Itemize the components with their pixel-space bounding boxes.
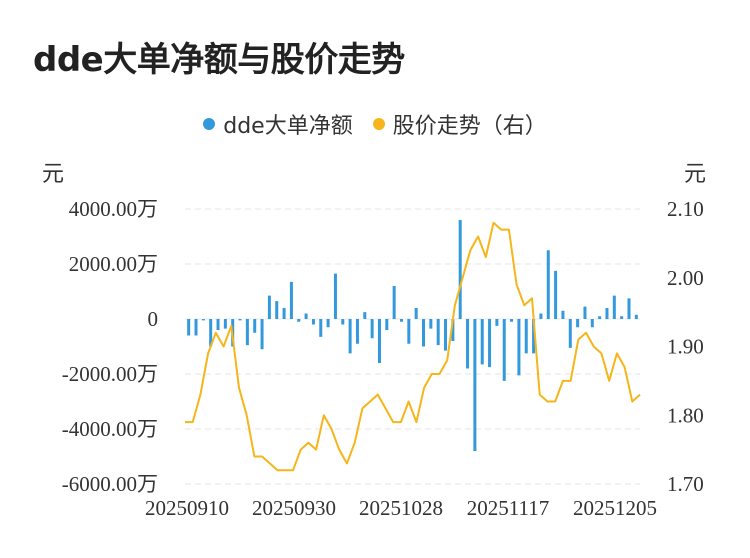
bar[interactable] <box>517 319 521 376</box>
bar[interactable] <box>245 319 249 346</box>
bar[interactable] <box>466 319 470 369</box>
right-axis-tick-label: 1.80 <box>667 403 704 427</box>
bar[interactable] <box>620 316 624 319</box>
bar[interactable] <box>319 319 323 337</box>
bar[interactable] <box>304 313 308 320</box>
bar[interactable] <box>605 308 609 319</box>
bar[interactable] <box>385 319 389 330</box>
bar[interactable] <box>216 319 220 330</box>
bar[interactable] <box>275 301 279 319</box>
bar[interactable] <box>201 319 205 321</box>
x-axis-tick-label: 20251117 <box>467 496 549 520</box>
bar[interactable] <box>568 319 572 348</box>
bar[interactable] <box>377 319 381 363</box>
bar[interactable] <box>495 319 499 326</box>
right-axis-tick-label: 1.90 <box>667 335 704 359</box>
bar[interactable] <box>590 319 594 328</box>
bar[interactable] <box>480 319 484 365</box>
bar[interactable] <box>363 312 367 319</box>
bar[interactable] <box>282 308 286 319</box>
bar[interactable] <box>253 319 257 333</box>
bar[interactable] <box>561 310 565 319</box>
bar[interactable] <box>546 250 550 319</box>
bar[interactable] <box>414 308 418 319</box>
bar-series <box>187 220 638 451</box>
bar[interactable] <box>451 319 455 341</box>
bar[interactable] <box>634 314 638 319</box>
x-axis-tick-label: 20251205 <box>573 496 657 520</box>
bar[interactable] <box>429 319 433 329</box>
legend-item-dde[interactable]: dde大单净额 <box>203 108 353 140</box>
price-line[interactable] <box>185 221 641 472</box>
legend: dde大单净额 股价走势（右） <box>0 108 750 140</box>
legend-label-dde: dde大单净额 <box>223 114 353 139</box>
bar[interactable] <box>348 319 352 354</box>
right-axis-tick-label: 2.00 <box>667 266 704 290</box>
bar[interactable] <box>399 319 403 322</box>
bar[interactable] <box>502 319 506 381</box>
bar[interactable] <box>392 286 396 319</box>
right-axis-unit: 元 <box>684 162 707 187</box>
bar[interactable] <box>510 319 514 322</box>
left-axis-tick-label: 4000.00万 <box>69 197 158 221</box>
bar[interactable] <box>524 319 528 354</box>
legend-label-price: 股价走势（右） <box>392 114 547 139</box>
bar[interactable] <box>297 319 301 322</box>
bar[interactable] <box>539 313 543 320</box>
bar[interactable] <box>267 295 271 319</box>
bar[interactable] <box>333 273 337 319</box>
bar[interactable] <box>473 319 477 451</box>
bar[interactable] <box>355 319 359 344</box>
right-axis-tick-label: 2.10 <box>667 197 704 221</box>
x-axis-tick-label: 20250930 <box>252 496 336 520</box>
legend-dot-price-icon <box>372 118 385 130</box>
bar[interactable] <box>370 319 374 339</box>
bar[interactable] <box>488 319 492 368</box>
line-series <box>185 221 641 472</box>
left-axis-unit: 元 <box>42 162 65 187</box>
bar[interactable] <box>326 319 330 328</box>
bar[interactable] <box>260 319 264 350</box>
bar[interactable] <box>436 319 440 346</box>
left-axis-tick-label: -2000.00万 <box>62 362 158 386</box>
bar[interactable] <box>458 220 462 319</box>
left-axis-tick-label: -4000.00万 <box>62 417 158 441</box>
bar[interactable] <box>532 319 536 354</box>
bar[interactable] <box>223 319 227 329</box>
bar[interactable] <box>598 316 602 319</box>
legend-item-price[interactable]: 股价走势（右） <box>372 108 547 140</box>
bar[interactable] <box>576 319 580 328</box>
bar[interactable] <box>583 306 587 319</box>
bar[interactable] <box>341 319 345 325</box>
left-axis-tick-label: 0 <box>148 307 159 331</box>
x-axis-tick-label: 20251028 <box>359 496 443 520</box>
bar[interactable] <box>187 319 191 336</box>
bar[interactable] <box>612 295 616 319</box>
chart-title: dde大单净额与股价走势 <box>33 40 405 80</box>
bar[interactable] <box>289 281 293 319</box>
left-axis-tick-label: -6000.00万 <box>62 472 158 496</box>
x-axis-tick-label: 20250910 <box>145 496 229 520</box>
bar[interactable] <box>311 319 315 325</box>
bar[interactable] <box>209 319 213 347</box>
legend-dot-dde-icon <box>203 118 216 130</box>
bar[interactable] <box>238 319 242 321</box>
bar[interactable] <box>627 298 631 319</box>
bar[interactable] <box>554 270 558 319</box>
bar[interactable] <box>194 319 198 336</box>
bar[interactable] <box>422 319 426 347</box>
axis-ticks: 4000.00万 2000.00万 0 -2000.00万 -4000.00万 -6000… <box>62 197 704 520</box>
right-axis-tick-label: 1.70 <box>667 472 704 496</box>
bar[interactable] <box>407 319 411 344</box>
bar[interactable] <box>444 319 448 351</box>
left-axis-tick-label: 2000.00万 <box>69 252 158 276</box>
